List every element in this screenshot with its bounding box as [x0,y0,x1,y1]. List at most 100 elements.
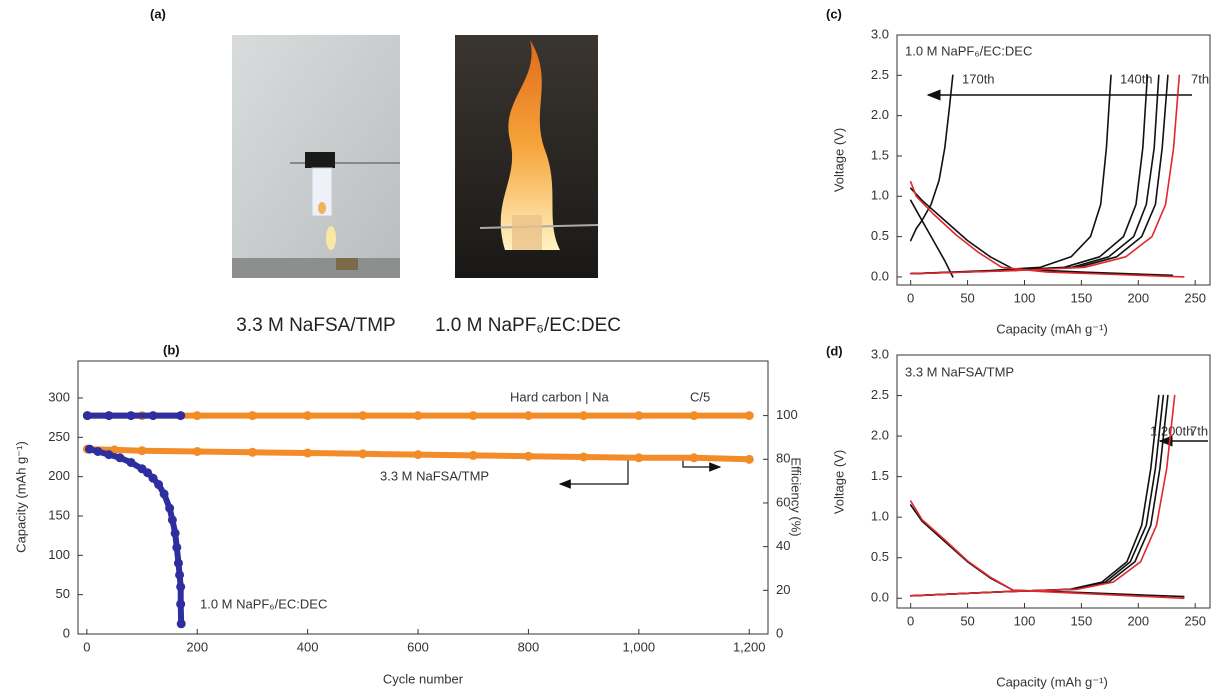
y-tick-label: 1.0 [871,509,889,524]
x-tick-label: 800 [518,639,540,654]
series-line [909,74,1149,275]
panel-label: (b) [163,342,180,357]
series-line [909,394,1165,597]
data-point [176,582,186,592]
data-point [126,457,136,467]
data-point [176,619,186,629]
y2-tick-label: 100 [776,407,798,422]
y-tick-label: 200 [48,468,70,483]
y2-tick-label: 20 [776,582,790,597]
x-tick-label: 200 [1127,290,1149,305]
data-point [579,411,589,421]
data-point [358,411,368,421]
y-tick-label: 1.5 [871,468,889,483]
data-point [167,515,177,525]
data-point [104,411,114,421]
data-point [689,453,699,463]
series-line [86,446,185,627]
data-point [634,411,644,421]
data-point [115,453,125,463]
y-tick-label: 1.0 [871,188,889,203]
x-tick-label: 0 [907,290,914,305]
data-point [126,411,136,421]
y-tick-label: 100 [48,547,70,562]
data-point [523,411,533,421]
data-point [413,450,423,460]
series-line [909,74,954,278]
y-tick-label: 2.0 [871,107,889,122]
x-tick-label: 100 [1014,613,1036,628]
y-tick-label: 1.5 [871,147,889,162]
data-point [93,446,103,456]
data-point [82,411,92,421]
annotation: C/5 [690,389,710,404]
data-point [173,558,183,568]
panel-label: (c) [826,6,842,21]
y-tick-label: 150 [48,507,70,522]
y-tick-label: 250 [48,429,70,444]
y-axis-label: Voltage (V) [831,450,846,514]
y2-tick-label: 40 [776,538,790,553]
plot-frame [896,354,1211,609]
x-tick-label: 1,000 [623,639,656,654]
x-axis-label: Capacity (mAh g⁻¹) [996,321,1108,336]
y2-tick-label: 60 [776,494,790,509]
data-point [148,411,158,421]
y-tick-label: 2.0 [871,428,889,443]
panel-label: (a) [150,6,166,21]
x-tick-label: 0 [83,639,90,654]
x-tick-label: 0 [907,613,914,628]
y-tick-label: 0 [63,625,70,640]
y-axis-label: Voltage (V) [831,128,846,192]
series-line [909,394,1160,597]
x-tick-label: 600 [407,639,429,654]
data-point [170,528,180,538]
data-point [192,411,202,421]
y-tick-label: 3.0 [871,346,889,361]
series-label: 7th [1191,71,1209,86]
data-point [148,473,158,483]
x-axis-label: Capacity (mAh g⁻¹) [996,674,1108,689]
data-point [143,468,153,478]
panel-label: (d) [826,343,843,358]
plot-frame [896,34,1211,286]
plot-frame [77,360,769,635]
data-point [468,411,478,421]
series-label: 1,200th [1150,423,1193,438]
data-point [303,448,313,458]
series-label: 170th [962,71,995,86]
y-tick-label: 2.5 [871,387,889,402]
annotation: Hard carbon | Na [510,389,610,404]
data-point [104,450,114,460]
data-point [468,450,478,460]
x-tick-label: 50 [960,290,974,305]
data-point [192,446,202,456]
data-point [247,447,257,457]
photo-caption: 3.3 M NaFSA/TMP [236,315,395,336]
data-point [176,599,186,609]
y-axis-label: Capacity (mAh g⁻¹) [13,441,28,553]
data-point [154,480,164,490]
x-tick-label: 50 [960,613,974,628]
y-tick-label: 0.5 [871,549,889,564]
x-tick-label: 150 [1071,290,1093,305]
data-point [744,411,754,421]
y2-axis-label: Efficiency (%) [789,457,804,536]
annotation: 1.0 M NaPF₆/EC:DEC [905,43,1032,58]
data-point [85,444,95,454]
data-point [413,411,423,421]
series-label: 3.3 M NaFSA/TMP [380,468,489,483]
series-line [909,187,1174,277]
series-line [909,394,1169,597]
data-point [744,454,754,464]
series-line [909,74,1160,275]
data-point [175,570,185,580]
series-label: 7th [1190,423,1208,438]
series-line [909,394,1185,600]
series-label: 140th [1120,71,1153,86]
data-point [165,503,175,513]
y-tick-label: 0.0 [871,590,889,605]
y-tick-label: 2.5 [871,67,889,82]
series-line [84,446,753,463]
